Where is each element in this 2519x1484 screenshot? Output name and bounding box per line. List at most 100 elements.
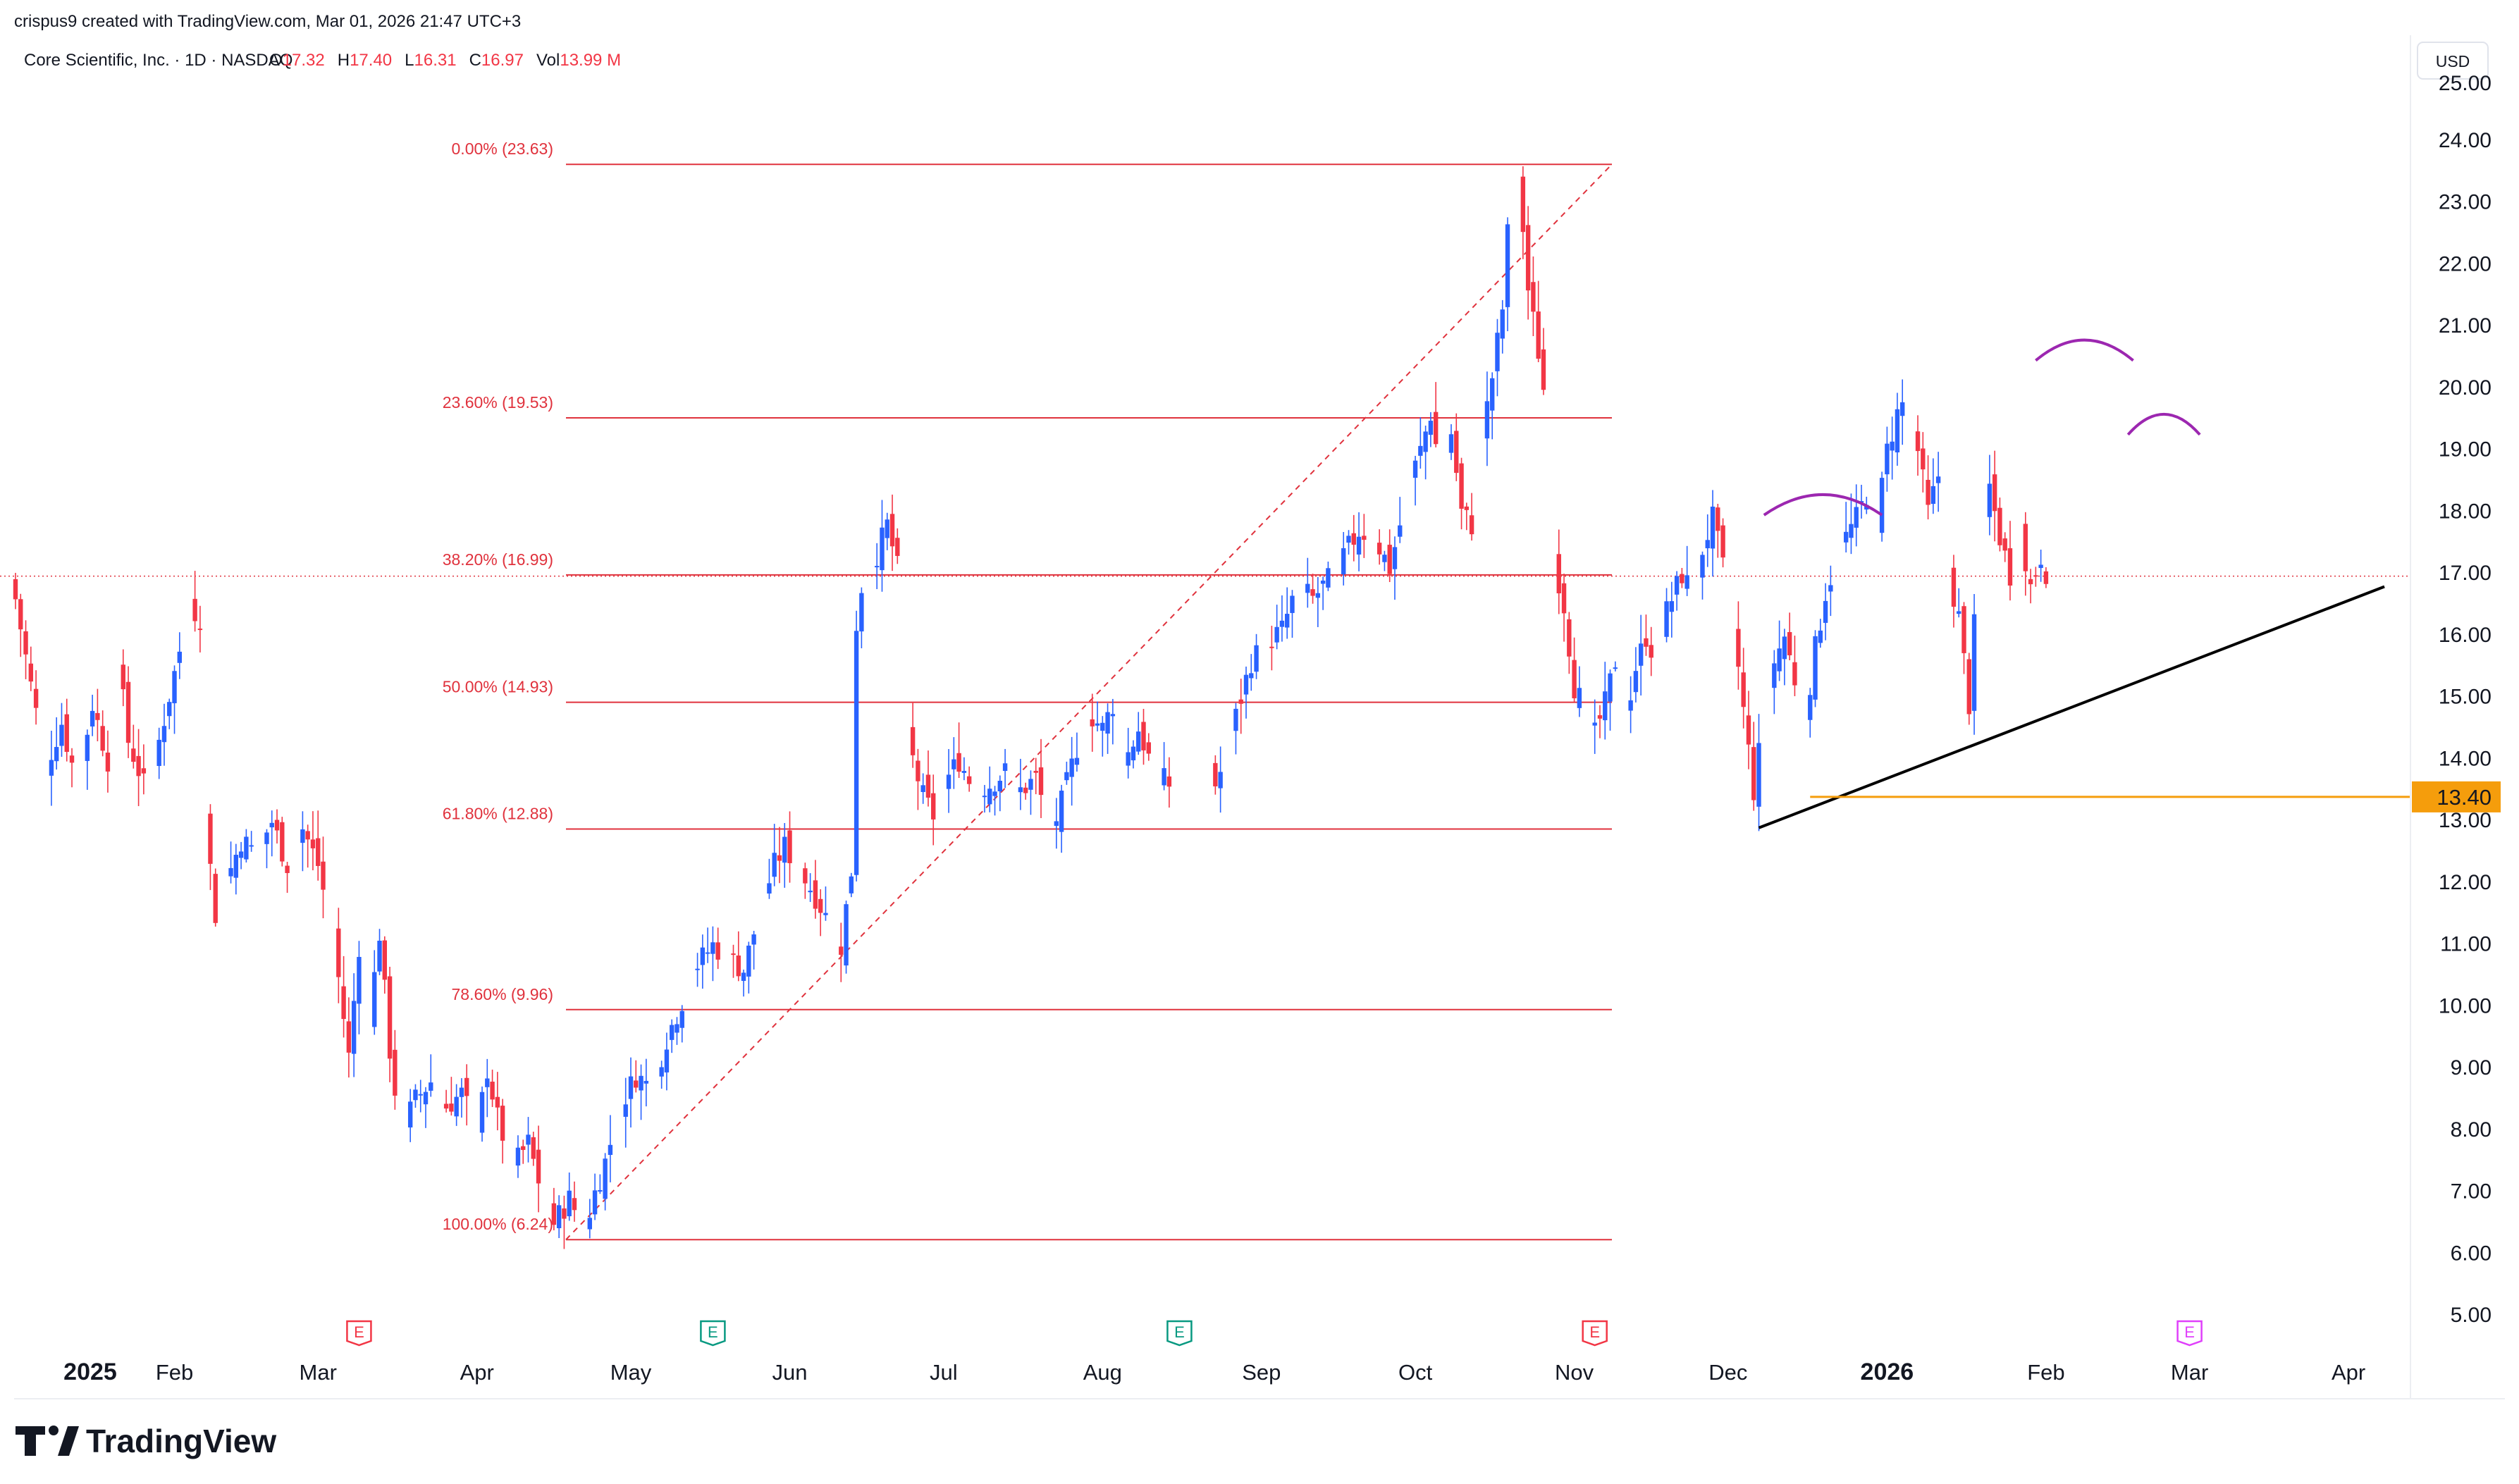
candle[interactable] <box>1961 602 1966 674</box>
candle[interactable] <box>1141 709 1146 765</box>
candle[interactable] <box>1233 703 1238 755</box>
candle[interactable] <box>767 858 772 899</box>
candle[interactable] <box>1987 455 1993 536</box>
candle[interactable] <box>1500 299 1505 354</box>
candle[interactable] <box>700 934 706 989</box>
candle[interactable] <box>1561 574 1567 642</box>
candle[interactable] <box>23 620 28 679</box>
candle[interactable] <box>197 605 203 653</box>
candle[interactable] <box>951 737 956 789</box>
candle[interactable] <box>946 749 951 813</box>
candle[interactable] <box>992 786 997 816</box>
candle[interactable] <box>1269 626 1274 671</box>
candle[interactable] <box>562 1195 567 1249</box>
candle[interactable] <box>1505 217 1510 331</box>
candle[interactable] <box>1433 382 1439 447</box>
candle[interactable] <box>982 784 987 813</box>
candle[interactable] <box>1423 425 1428 480</box>
candle[interactable] <box>966 766 972 792</box>
candle[interactable] <box>664 1032 670 1091</box>
candle[interactable] <box>423 1087 429 1128</box>
candle[interactable] <box>1680 568 1685 588</box>
candle[interactable] <box>1038 738 1044 818</box>
candle[interactable] <box>997 775 1002 812</box>
shoulder-arc[interactable] <box>2126 412 2201 436</box>
candle[interactable] <box>1033 758 1038 795</box>
candle[interactable] <box>1592 699 1597 754</box>
candle[interactable] <box>479 1086 485 1142</box>
candle[interactable] <box>1249 654 1254 691</box>
candle[interactable] <box>156 727 161 779</box>
candle[interactable] <box>1459 457 1464 530</box>
candle[interactable] <box>659 1061 664 1089</box>
time-axis[interactable]: 2025 Feb Mar Apr May Jun Jul Aug Sep Oct Nov Dec 202… <box>63 1359 2365 1385</box>
candle[interactable] <box>131 724 136 769</box>
candle[interactable] <box>572 1181 577 1222</box>
candle[interactable] <box>1669 581 1675 638</box>
candle[interactable] <box>1356 512 1362 571</box>
candle[interactable] <box>357 941 362 1034</box>
candle[interactable] <box>1254 633 1259 679</box>
candle[interactable] <box>1279 595 1285 642</box>
candle[interactable] <box>238 841 244 870</box>
candle[interactable] <box>1531 256 1536 337</box>
candle[interactable] <box>413 1084 418 1108</box>
candle[interactable] <box>1448 423 1454 460</box>
candle[interactable] <box>1613 661 1618 672</box>
candle[interactable] <box>161 703 167 766</box>
candle[interactable] <box>454 1084 459 1126</box>
candle[interactable] <box>1285 587 1290 639</box>
candle[interactable] <box>2028 569 2033 604</box>
candle[interactable] <box>608 1115 613 1182</box>
candle[interactable] <box>1705 514 1710 567</box>
candle[interactable] <box>1577 666 1582 717</box>
candle[interactable] <box>1700 551 1705 600</box>
candle[interactable] <box>803 862 808 899</box>
candle[interactable] <box>925 750 931 807</box>
candle[interactable] <box>336 908 341 1003</box>
candle[interactable] <box>407 1089 413 1142</box>
candle[interactable] <box>920 773 925 804</box>
candle[interactable] <box>1218 746 1223 813</box>
candle[interactable] <box>377 929 382 975</box>
candle[interactable] <box>443 1089 449 1113</box>
candle[interactable] <box>244 829 249 862</box>
candle[interactable] <box>961 757 967 781</box>
candle[interactable] <box>1572 637 1577 703</box>
candle[interactable] <box>274 809 280 844</box>
candle[interactable] <box>1398 497 1403 543</box>
candle[interactable] <box>228 841 233 884</box>
candle[interactable] <box>1971 593 1977 735</box>
candle[interactable] <box>1957 588 1961 618</box>
price-axis[interactable]: 5.00 6.00 7.00 8.00 9.00 10.00 11.00 12.00 13.00… <box>2439 72 2492 1327</box>
candle[interactable] <box>2033 567 2038 587</box>
candle[interactable] <box>556 1195 562 1239</box>
candle[interactable] <box>1930 458 1936 514</box>
candle[interactable] <box>213 868 218 927</box>
candle[interactable] <box>269 810 274 857</box>
candle[interactable] <box>1649 626 1653 676</box>
earnings-event-marker[interactable]: E <box>1166 1320 1193 1347</box>
candle[interactable] <box>777 827 782 884</box>
candle[interactable] <box>675 1017 679 1045</box>
candle[interactable] <box>639 1064 643 1120</box>
candle[interactable] <box>387 966 393 1082</box>
candle[interactable] <box>1464 502 1470 531</box>
candle[interactable] <box>1597 705 1603 738</box>
head-arc[interactable] <box>2035 338 2134 362</box>
candle[interactable] <box>854 610 859 882</box>
candle[interactable] <box>987 766 992 812</box>
candle[interactable] <box>839 922 844 982</box>
candle[interactable] <box>885 512 889 550</box>
candle[interactable] <box>321 836 326 919</box>
candle[interactable] <box>1608 669 1613 731</box>
candle[interactable] <box>13 572 18 610</box>
candle[interactable] <box>500 1099 505 1164</box>
candle[interactable] <box>1895 392 1900 466</box>
candle[interactable] <box>603 1153 608 1211</box>
candle[interactable] <box>1054 798 1059 849</box>
candle[interactable] <box>1392 536 1398 600</box>
candle[interactable] <box>859 587 864 648</box>
candle[interactable] <box>1238 679 1243 734</box>
